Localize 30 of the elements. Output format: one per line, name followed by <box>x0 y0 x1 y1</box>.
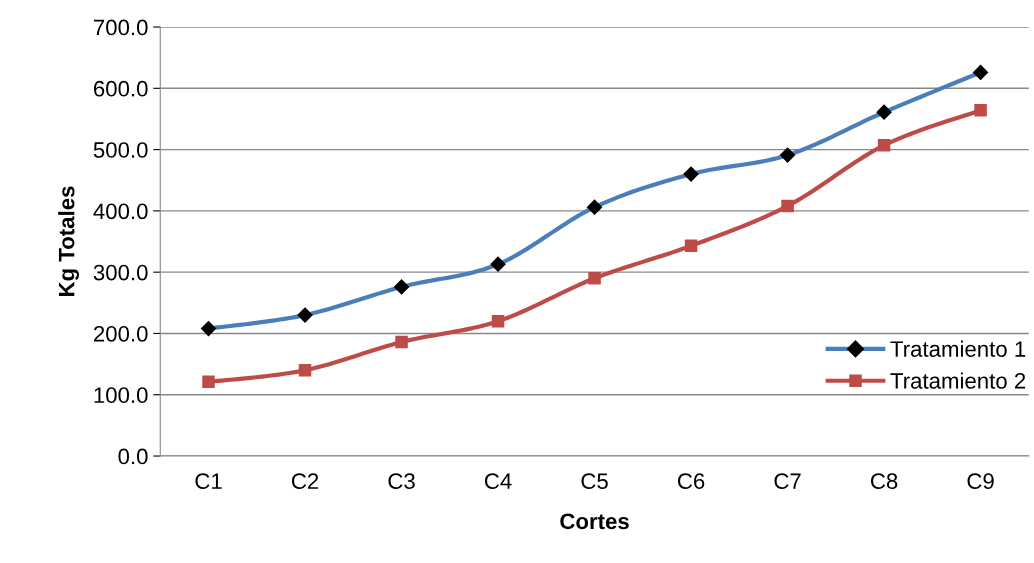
legend-label: Tratamiento 1 <box>890 340 1026 357</box>
x-tick-label: C7 <box>774 473 801 490</box>
x-tick-label: C9 <box>967 473 994 490</box>
point <box>298 363 312 377</box>
y-tick-label: 400.0 <box>93 203 148 220</box>
x-tick-label: C8 <box>871 473 898 490</box>
x-tick-label: C5 <box>581 473 608 490</box>
point <box>781 199 794 213</box>
point <box>395 335 408 349</box>
point <box>491 314 505 328</box>
point <box>974 104 987 117</box>
legend-label: Tratamiento 2 <box>890 372 1026 389</box>
y-tick-label: 200.0 <box>93 325 148 342</box>
x-tick-label: C4 <box>484 473 512 490</box>
x-axis-title: Cortes <box>560 513 629 530</box>
point <box>877 139 891 152</box>
x-tick-label: C6 <box>677 473 705 490</box>
point <box>684 239 698 253</box>
y-tick-label: 300.0 <box>93 264 148 281</box>
y-axis-title: Kg Totales <box>58 186 79 297</box>
y-tick-label: 700.0 <box>94 19 148 36</box>
point <box>588 272 601 285</box>
x-tick-label: C1 <box>195 473 222 490</box>
x-tick-label: C3 <box>388 473 415 490</box>
y-tick-label: 0.0 <box>118 448 148 465</box>
y-tick-label: 600.0 <box>93 80 148 97</box>
y-tick-label: 500.0 <box>93 142 148 158</box>
x-tick-label: C2 <box>291 473 319 490</box>
y-tick-label: 100.0 <box>94 387 148 404</box>
point <box>202 375 215 389</box>
